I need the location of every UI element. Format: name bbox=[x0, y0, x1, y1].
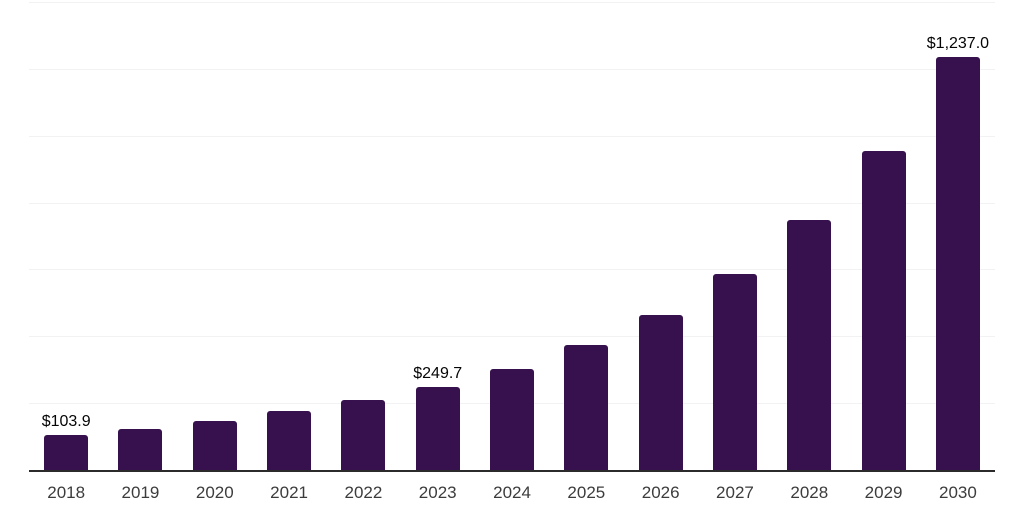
x-tick-label-2020: 2020 bbox=[195, 483, 234, 502]
bar-2027 bbox=[712, 274, 757, 470]
band-2020 bbox=[178, 2, 252, 470]
band-2030: $1,237.0 bbox=[921, 2, 995, 470]
gridline-1200 bbox=[29, 68, 995, 70]
x-tick-label-2019: 2019 bbox=[121, 483, 160, 502]
x-tick-label-2027: 2027 bbox=[716, 483, 754, 502]
gridline-600 bbox=[29, 269, 995, 271]
x-tick-label-2022: 2022 bbox=[344, 483, 383, 502]
bar-2028 bbox=[787, 219, 832, 470]
band-2021 bbox=[252, 2, 326, 470]
band-2026 bbox=[624, 2, 698, 470]
gridline-400 bbox=[29, 336, 995, 338]
band-2024 bbox=[475, 2, 549, 470]
x-tick-label-2030: 2030 bbox=[938, 483, 977, 502]
bar-2029 bbox=[861, 151, 906, 470]
gridline-1400 bbox=[29, 2, 995, 3]
bar-series: $103.9 $249.7 $1,237.0 bbox=[29, 2, 995, 470]
x-tick-label-2023: 2023 bbox=[418, 483, 457, 502]
bar-2018 bbox=[44, 435, 89, 470]
plot-area: $103.9 $249.7 $1,237.0 bbox=[29, 2, 995, 470]
gridline-1000 bbox=[29, 135, 995, 137]
bar-2019 bbox=[118, 428, 163, 470]
bar-2025 bbox=[564, 344, 609, 470]
band-2023: $249.7 bbox=[401, 2, 475, 470]
band-2025 bbox=[549, 2, 623, 470]
band-2019 bbox=[103, 2, 177, 470]
bar-2022 bbox=[341, 400, 386, 470]
bar-2024 bbox=[490, 369, 535, 470]
band-2027 bbox=[698, 2, 772, 470]
x-axis-line bbox=[29, 470, 995, 472]
bar-2026 bbox=[638, 314, 683, 470]
x-tick-label-2026: 2026 bbox=[641, 483, 680, 502]
value-label-2023: $249.7 bbox=[413, 364, 463, 382]
x-tick-label-2018: 2018 bbox=[47, 483, 86, 502]
band-2028 bbox=[772, 2, 846, 470]
bar-2020 bbox=[192, 420, 237, 470]
value-label-2018: $103.9 bbox=[41, 413, 91, 431]
gridline-800 bbox=[29, 202, 995, 204]
bar-2030 bbox=[935, 56, 980, 470]
x-tick-label-2028: 2028 bbox=[790, 483, 829, 502]
x-tick-label-2025: 2025 bbox=[567, 483, 606, 502]
bar-2023 bbox=[415, 386, 460, 470]
x-tick-label-2021: 2021 bbox=[270, 483, 308, 502]
band-2029 bbox=[846, 2, 920, 470]
band-2022 bbox=[326, 2, 400, 470]
value-label-2030: $1,237.0 bbox=[926, 34, 990, 52]
bar-2021 bbox=[267, 411, 312, 470]
x-tick-label-2024: 2024 bbox=[493, 483, 531, 502]
band-2018: $103.9 bbox=[29, 2, 103, 470]
x-tick-label-2029: 2029 bbox=[864, 483, 903, 502]
x-axis-tick-labels: 2018 2019 2020 2021 2022 2023 2024 2025 2026 2027… bbox=[29, 483, 995, 503]
